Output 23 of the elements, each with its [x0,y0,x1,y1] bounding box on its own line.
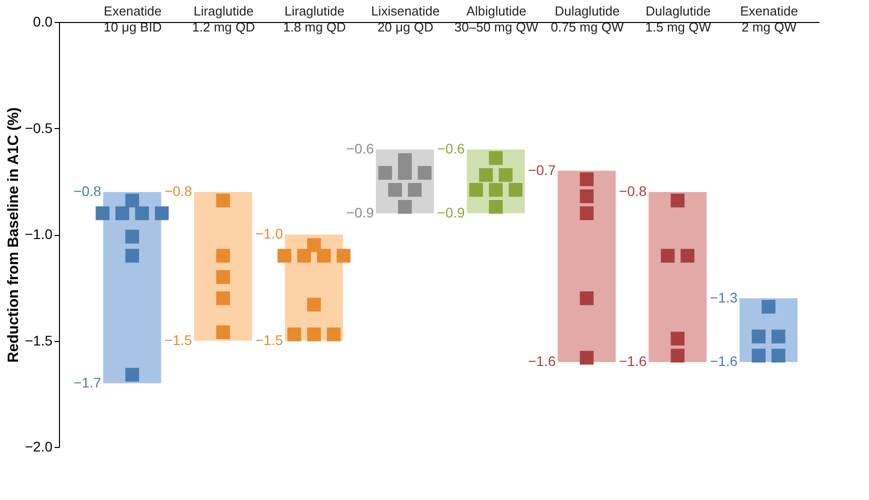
annotation: −0.7 [528,162,556,178]
annotation: −0.9 [437,204,466,220]
y-tick-label: −0.5 [24,120,53,136]
annotation: −0.8 [74,183,102,199]
bar [558,170,616,362]
y-tick-label: 0.0 [33,14,53,30]
annotation: −0.6 [437,140,466,156]
annotation: −0.8 [164,183,192,199]
y-tick-label: −1.5 [24,332,53,348]
y-tick-label: −2.0 [24,438,53,454]
annotation: −1.6 [710,353,738,369]
annotation: −0.8 [618,183,647,199]
annotation: −1.5 [255,332,284,348]
y-axis-title: Reduction from Baseline in A1C (%) [4,107,22,363]
annotation: −1.6 [618,353,647,369]
annotation: −1.7 [74,374,102,390]
annotation: −1.3 [710,289,738,306]
annotation: −1.5 [164,332,192,348]
annotation: −1.6 [528,353,556,369]
annotation: −0.9 [346,204,374,220]
annotation: −0.6 [346,140,374,156]
y-tick-label: −1.0 [24,226,53,242]
annotation: −1.0 [255,226,284,242]
